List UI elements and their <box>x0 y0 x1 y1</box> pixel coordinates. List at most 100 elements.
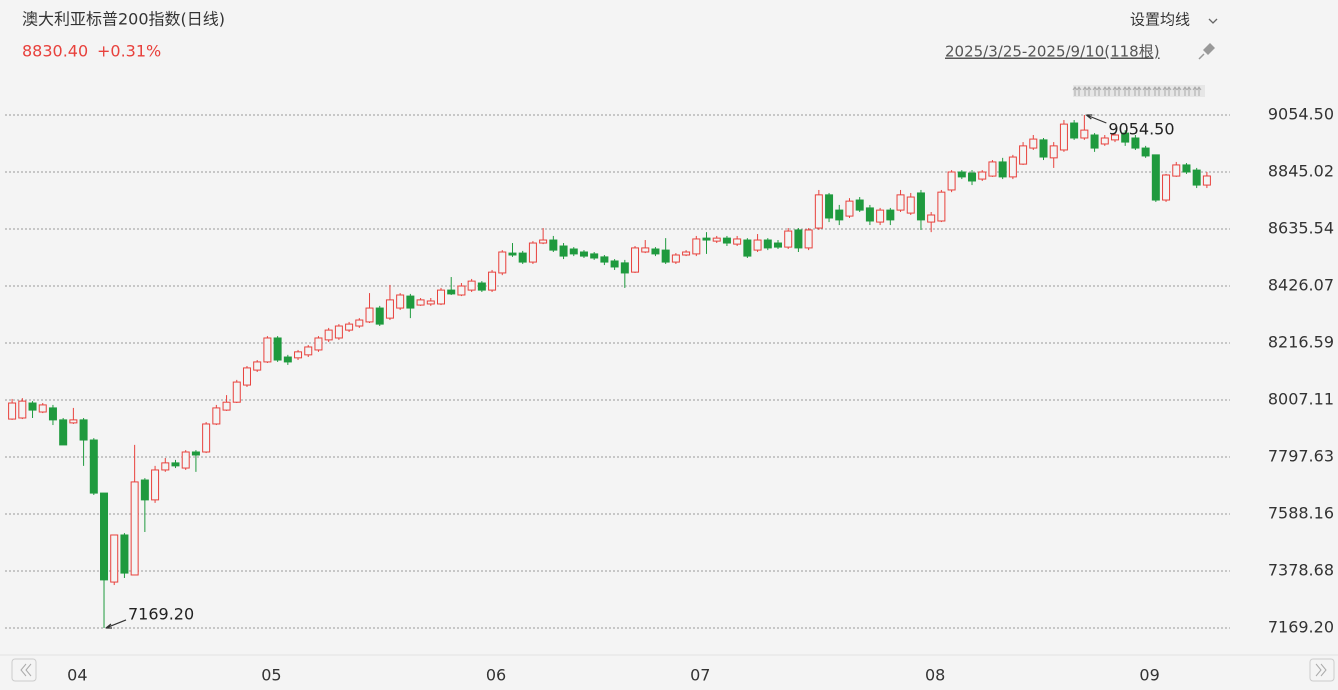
candle-body <box>110 534 119 583</box>
candle-body <box>232 381 241 403</box>
candle-body <box>692 238 701 255</box>
candle-body <box>896 194 905 211</box>
y-tick-label: 8426.07 <box>1268 275 1334 294</box>
candle-body <box>569 248 578 255</box>
ma-settings-button[interactable]: 设置均线 <box>1130 11 1190 29</box>
candle-body <box>906 196 915 214</box>
candle-body <box>549 239 558 251</box>
candle-body <box>539 239 548 244</box>
candle-body <box>120 534 129 574</box>
y-tick-label: 8845.02 <box>1268 161 1334 180</box>
candle-body <box>191 451 200 456</box>
candle-body <box>702 237 711 241</box>
candle-body <box>457 285 466 296</box>
price-change: +0.31% <box>97 42 161 61</box>
scroll-right-button[interactable] <box>1309 658 1335 682</box>
candle-body <box>18 400 27 419</box>
pin-icon[interactable] <box>1198 43 1215 60</box>
candle-body <box>140 479 149 501</box>
candle-body <box>998 161 1007 178</box>
candle-body <box>1049 145 1058 159</box>
candle-body <box>937 191 946 222</box>
y-tick-label: 9054.50 <box>1268 104 1334 123</box>
candles <box>8 114 1211 628</box>
x-tick-label: 05 <box>261 666 281 685</box>
candle-body <box>447 289 456 295</box>
candle-body <box>100 492 109 581</box>
candle-body <box>1039 139 1048 158</box>
candle-body <box>1019 145 1028 165</box>
y-tick-label: 8635.54 <box>1268 218 1334 237</box>
candle-body <box>324 329 333 341</box>
candle-body <box>671 254 680 263</box>
candle-body <box>733 238 742 245</box>
signal-arrow <box>1182 86 1192 96</box>
candle-body <box>773 242 782 248</box>
candle-body <box>273 337 282 361</box>
min-annotation: 7169.20 <box>128 604 194 623</box>
x-tick-label: 06 <box>486 666 506 685</box>
candle-body <box>334 325 343 339</box>
candle-body <box>426 300 435 305</box>
candle-body <box>1059 123 1068 151</box>
x-tick-label: 04 <box>67 666 87 685</box>
signal-arrow <box>1132 86 1142 96</box>
candle-body <box>253 361 262 371</box>
signal-arrow <box>1192 86 1202 96</box>
candle-body <box>814 194 823 229</box>
annotation-arrow <box>1085 114 1107 124</box>
candle-body <box>345 323 354 331</box>
y-tick-label: 7588.16 <box>1268 503 1334 522</box>
candle-body <box>1008 156 1017 178</box>
candle-body <box>477 282 486 291</box>
candle-body <box>579 251 588 257</box>
candle-body <box>181 451 190 469</box>
annotation-arrow <box>105 619 127 629</box>
candle-body <box>845 200 854 217</box>
candle-body <box>835 209 844 221</box>
candle-body <box>947 171 956 191</box>
candle-body <box>784 230 793 248</box>
candle-body <box>743 239 752 257</box>
candle-body <box>1182 164 1191 173</box>
last-price: 8830.40 <box>22 42 88 61</box>
y-tick-label: 7378.68 <box>1268 560 1334 579</box>
candle-body <box>559 245 568 257</box>
candle-body <box>263 337 272 363</box>
candle-body <box>1070 122 1079 139</box>
candle-body <box>48 407 57 421</box>
y-tick-label: 8007.11 <box>1268 389 1334 408</box>
candle-body <box>222 401 231 411</box>
candle-body <box>722 237 731 244</box>
candle-body <box>1090 134 1099 149</box>
candle-body <box>804 229 813 249</box>
candle-body <box>968 172 977 182</box>
x-tick-label: 07 <box>690 666 710 685</box>
signal-arrow <box>1172 86 1182 96</box>
signal-arrow <box>1082 86 1092 96</box>
candle-body <box>763 239 772 249</box>
candle-body <box>978 171 987 180</box>
candle-body <box>314 337 323 351</box>
signal-arrow <box>1092 86 1102 96</box>
candle-body <box>794 229 803 249</box>
candle-body <box>916 192 925 221</box>
candle-body <box>661 249 670 263</box>
range-label[interactable]: 2025/3/25-2025/9/10(118根) <box>945 43 1160 61</box>
scroll-left-button[interactable] <box>11 658 37 682</box>
y-tick-label: 8216.59 <box>1268 332 1334 351</box>
candle-body <box>600 256 609 263</box>
signal-arrow <box>1142 86 1152 96</box>
candle-body <box>886 209 895 221</box>
dropdown-chevron[interactable] <box>1208 18 1218 24</box>
y-tick-label: 7797.63 <box>1268 446 1334 465</box>
candle-body <box>202 423 211 453</box>
candle-body <box>1202 175 1211 186</box>
y-tick-label: 7169.20 <box>1268 617 1334 636</box>
candle-body <box>1110 134 1119 141</box>
candle-body <box>1029 138 1038 149</box>
candle-body <box>242 367 251 386</box>
candle-body <box>28 402 37 411</box>
candle-body <box>79 419 88 441</box>
